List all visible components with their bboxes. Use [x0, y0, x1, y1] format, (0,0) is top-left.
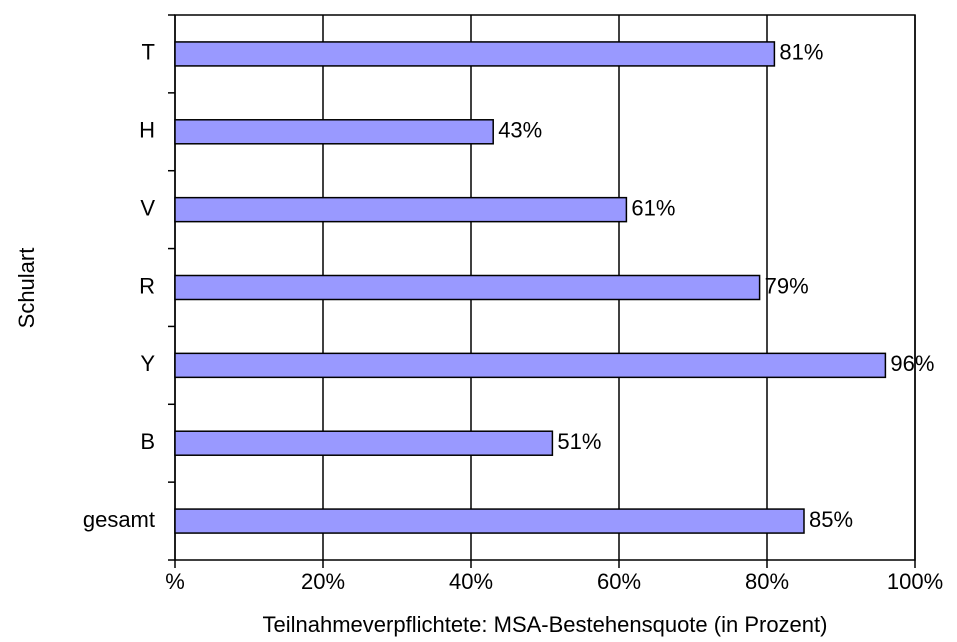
- value-label: 85%: [809, 507, 853, 532]
- y-tick-label: B: [140, 429, 155, 454]
- x-axis-label: Teilnahmeverpflichtete: MSA-Bestehensquo…: [263, 612, 828, 637]
- x-tick-label: %: [165, 569, 185, 594]
- bar: [174, 430, 554, 456]
- x-tick-label: 100%: [887, 569, 943, 594]
- y-tick-label: Y: [140, 351, 155, 376]
- x-tick-label: 20%: [301, 569, 345, 594]
- x-tick-label: 40%: [449, 569, 493, 594]
- y-tick-label: gesamt: [83, 507, 155, 532]
- bar: [174, 41, 776, 67]
- value-label: 51%: [557, 429, 601, 454]
- y-tick-label: H: [139, 118, 155, 143]
- value-label: 43%: [498, 118, 542, 143]
- value-label: 61%: [631, 195, 675, 220]
- value-label: 96%: [890, 351, 934, 376]
- y-tick-label: R: [139, 273, 155, 298]
- y-tick-label: T: [142, 40, 155, 65]
- value-label: 79%: [765, 273, 809, 298]
- y-axis-label: Schulart: [14, 248, 39, 329]
- x-tick-label: 60%: [597, 569, 641, 594]
- value-label: 81%: [779, 40, 823, 65]
- bar: [174, 352, 887, 379]
- bar: [174, 119, 494, 145]
- bar: [174, 274, 761, 301]
- bar: [174, 508, 805, 534]
- bar: [174, 196, 628, 223]
- x-tick-label: 80%: [745, 569, 789, 594]
- y-tick-label: V: [140, 195, 155, 220]
